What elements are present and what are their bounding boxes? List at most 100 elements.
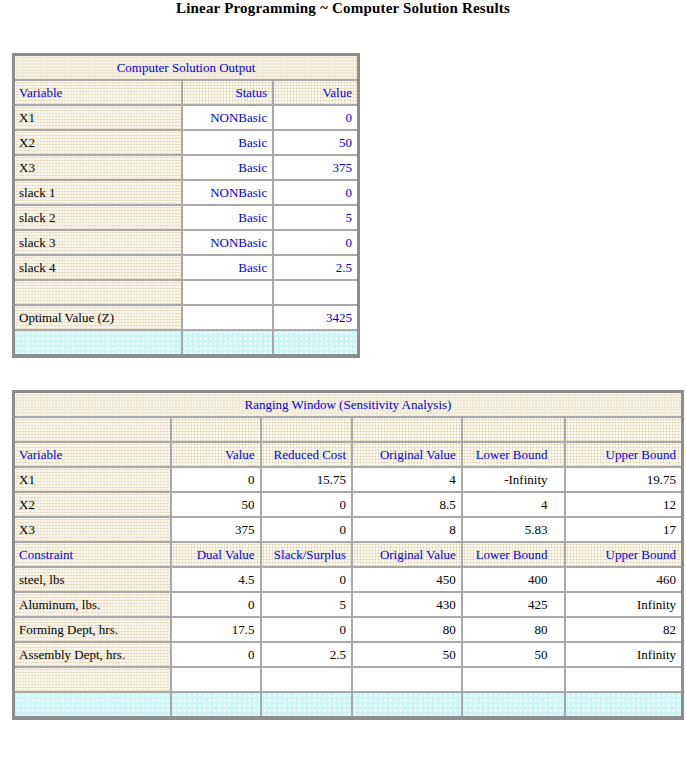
header-variable: Variable	[14, 80, 182, 105]
cell-upper-bound: 82	[565, 617, 683, 642]
footer-cell	[273, 330, 358, 356]
cell-value: 0	[273, 230, 358, 255]
cell-upper-bound: Infinity	[565, 642, 683, 667]
footer-cell	[171, 692, 260, 718]
cell-original-value: 430	[352, 592, 462, 617]
empty-cell	[462, 667, 565, 692]
cell-lower-bound: -Infinity	[462, 467, 565, 492]
page-title: Linear Programming ~ Computer Solution R…	[0, 0, 686, 17]
table-title-row: Ranging Window (Sensitivity Analysis)	[14, 392, 683, 418]
constraint-header-row: Constraint Dual Value Slack/Surplus Orig…	[14, 542, 683, 567]
cell-variable: X2	[14, 492, 172, 517]
table-row-empty	[14, 280, 359, 305]
cell-original-value: 8	[352, 517, 462, 542]
spacer-cell	[171, 417, 260, 442]
footer-cell	[14, 692, 172, 718]
cell-reduced-cost: 15.75	[261, 467, 353, 492]
header-upper-bound: Upper Bound	[565, 542, 683, 567]
empty-cell	[565, 667, 683, 692]
header-lower-bound: Lower Bound	[462, 542, 565, 567]
spacer-cell	[14, 417, 172, 442]
cell-variable: slack 2	[14, 205, 182, 230]
header-original-value: Original Value	[352, 542, 462, 567]
constraint-row: Assembly Dept, hrs. 0 2.5 50 50 Infinity	[14, 642, 683, 667]
cell-value: 0	[171, 467, 260, 492]
cell-original-value: 4	[352, 467, 462, 492]
table-footer-row	[14, 692, 683, 718]
table-row: slack 1 NONBasic 0	[14, 180, 359, 205]
cell-lower-bound: 425	[462, 592, 565, 617]
spacer-cell	[565, 417, 683, 442]
cell-value: 3425	[273, 305, 358, 330]
cell-status	[182, 280, 273, 305]
cell-status: NONBasic	[182, 180, 273, 205]
cell-value: 375	[273, 155, 358, 180]
cell-value: 375	[171, 517, 260, 542]
cell-value: 0	[273, 180, 358, 205]
cell-reduced-cost: 0	[261, 517, 353, 542]
cell-dual-value: 17.5	[171, 617, 260, 642]
cell-variable: X3	[14, 155, 182, 180]
cell-variable: Optimal Value (Z)	[14, 305, 182, 330]
table-row: X3 Basic 375	[14, 155, 359, 180]
cell-constraint: Aluminum, lbs.	[14, 592, 172, 617]
footer-cell	[182, 330, 273, 356]
cell-value: 0	[273, 105, 358, 130]
cell-original-value: 8.5	[352, 492, 462, 517]
table-row-optimal-value: Optimal Value (Z) 3425	[14, 305, 359, 330]
cell-status: Basic	[182, 130, 273, 155]
footer-cell	[352, 692, 462, 718]
cell-variable: X2	[14, 130, 182, 155]
cell-status: NONBasic	[182, 230, 273, 255]
table-row: X1 NONBasic 0	[14, 105, 359, 130]
cell-value: 50	[273, 130, 358, 155]
ranging-window-table: Ranging Window (Sensitivity Analysis) Va…	[12, 390, 684, 720]
header-status: Status	[182, 80, 273, 105]
variable-row: X3 375 0 8 5.83 17	[14, 517, 683, 542]
empty-cell	[261, 667, 353, 692]
cell-variable: slack 1	[14, 180, 182, 205]
cell-variable	[14, 280, 182, 305]
cell-upper-bound: Infinity	[565, 592, 683, 617]
cell-lower-bound: 5.83	[462, 517, 565, 542]
cell-value: 5	[273, 205, 358, 230]
cell-constraint: Assembly Dept, hrs.	[14, 642, 172, 667]
table-row: slack 3 NONBasic 0	[14, 230, 359, 255]
spacer-cell	[352, 417, 462, 442]
cell-lower-bound: 80	[462, 617, 565, 642]
cell-dual-value: 4.5	[171, 567, 260, 592]
table-footer-row	[14, 330, 359, 356]
header-slack-surplus: Slack/Surplus	[261, 542, 353, 567]
cell-slack-surplus: 0	[261, 617, 353, 642]
document-page: Linear Programming ~ Computer Solution R…	[0, 0, 686, 777]
table-row: X2 Basic 50	[14, 130, 359, 155]
cell-upper-bound: 12	[565, 492, 683, 517]
cell-lower-bound: 4	[462, 492, 565, 517]
cell-variable: X1	[14, 467, 172, 492]
solution-table-title: Computer Solution Output	[14, 55, 359, 81]
empty-cell	[352, 667, 462, 692]
table-row-empty	[14, 667, 683, 692]
table-title-row: Computer Solution Output	[14, 55, 359, 81]
table-header-row: Variable Status Value	[14, 80, 359, 105]
table-row-spacer	[14, 417, 683, 442]
constraint-row: Aluminum, lbs. 0 5 430 425 Infinity	[14, 592, 683, 617]
cell-status: Basic	[182, 155, 273, 180]
header-dual-value: Dual Value	[171, 542, 260, 567]
constraint-row: steel, lbs 4.5 0 450 400 460	[14, 567, 683, 592]
spacer-cell	[261, 417, 353, 442]
cell-status: Basic	[182, 205, 273, 230]
header-reduced-cost: Reduced Cost	[261, 442, 353, 467]
header-constraint: Constraint	[14, 542, 172, 567]
footer-cell	[565, 692, 683, 718]
spacer-cell	[462, 417, 565, 442]
cell-upper-bound: 460	[565, 567, 683, 592]
cell-upper-bound: 17	[565, 517, 683, 542]
table-row: slack 2 Basic 5	[14, 205, 359, 230]
cell-lower-bound: 400	[462, 567, 565, 592]
empty-cell	[14, 667, 172, 692]
cell-variable: slack 3	[14, 230, 182, 255]
cell-value: 50	[171, 492, 260, 517]
constraint-row: Forming Dept, hrs. 17.5 0 80 80 82	[14, 617, 683, 642]
ranging-table-title: Ranging Window (Sensitivity Analysis)	[14, 392, 683, 418]
